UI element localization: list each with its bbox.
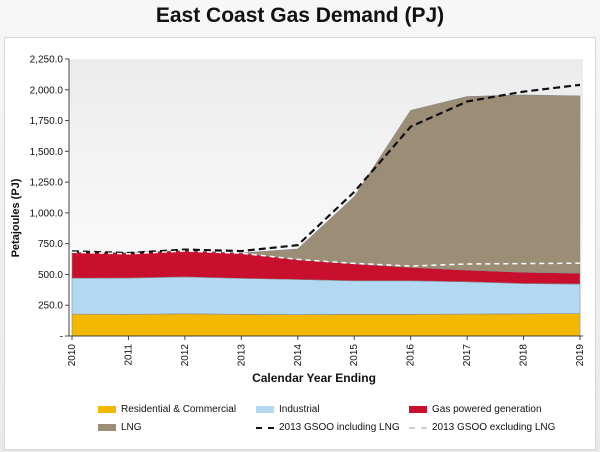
legend-item-industrial: Industrial	[256, 404, 320, 415]
y-tick-label: 500.0	[38, 270, 63, 281]
legend-swatch	[256, 406, 274, 413]
y-axis-label: Petajoules (PJ)	[10, 178, 22, 257]
line-2013-gsoo-including-lng	[71, 83, 581, 255]
line-2013-gsoo-excluding-lng	[71, 250, 581, 267]
legend-item-lng: LNG	[98, 422, 142, 433]
area-chart: - 250.0 500.0 750.0 1,000.0 1,250.0 1,500.0 1,7…	[10, 55, 586, 386]
area-lng	[71, 94, 581, 274]
legend-swatch	[98, 406, 116, 413]
y-tick-label: 1,000.0	[30, 208, 64, 219]
x-tick-label: 2019	[575, 344, 586, 367]
legend-swatch	[98, 424, 116, 431]
page-title: East Coast Gas Demand (PJ)	[155, 4, 445, 27]
y-tick-label: 1,750.0	[30, 116, 64, 127]
legend-item-residential: Residential & Commercial	[98, 404, 236, 415]
x-tick-label: 2011	[123, 344, 134, 366]
legend-label: Gas powered generation	[432, 404, 542, 415]
y-tick-label: 2,250.0	[30, 55, 64, 66]
legend-swatch	[409, 406, 427, 413]
legend-item-gas-power: Gas powered generation	[409, 404, 542, 415]
legend-label: 2013 GSOO excluding LNG	[432, 422, 556, 433]
legend: Residential & Commercial Industrial Gas …	[98, 400, 558, 440]
x-tick-label: 2015	[349, 344, 360, 367]
y-tick-label: 250.0	[38, 301, 63, 312]
x-tick-label: 2013	[236, 344, 247, 367]
legend-item-gsoo-incl: 2013 GSOO including LNG	[256, 422, 400, 433]
area-residential-commercial	[71, 313, 581, 337]
y-tick-label: 2,000.0	[30, 85, 64, 96]
y-tick-label: 1,500.0	[30, 147, 64, 158]
x-tick-label: 2010	[67, 344, 78, 367]
x-axis-label: Calendar Year Ending	[252, 371, 376, 385]
x-tick-label: 2016	[406, 344, 417, 367]
legend-item-gsoo-excl: 2013 GSOO excluding LNG	[409, 422, 555, 433]
x-tick-label: 2018	[519, 344, 530, 367]
axes: - 250.0 500.0 750.0 1,000.0 1,250.0 1,500.0 1,7…	[30, 55, 586, 367]
legend-label: Residential & Commercial	[121, 404, 237, 415]
legend-dash	[256, 426, 274, 429]
y-tick-label: 750.0	[38, 239, 63, 250]
series-lines	[71, 83, 581, 267]
legend-dash	[409, 426, 427, 429]
y-tick-label: -	[60, 332, 63, 343]
chart-panel: - 250.0 500.0 750.0 1,000.0 1,250.0 1,500.0 1,7…	[4, 37, 596, 450]
x-tick-label: 2017	[462, 344, 473, 367]
x-tick-label: 2014	[293, 344, 304, 367]
y-tick-label: 1,250.0	[30, 178, 64, 189]
legend-label: 2013 GSOO including LNG	[279, 422, 400, 433]
legend-label: Industrial	[279, 404, 320, 415]
legend-label: LNG	[121, 422, 142, 433]
x-tick-label: 2012	[180, 344, 191, 367]
